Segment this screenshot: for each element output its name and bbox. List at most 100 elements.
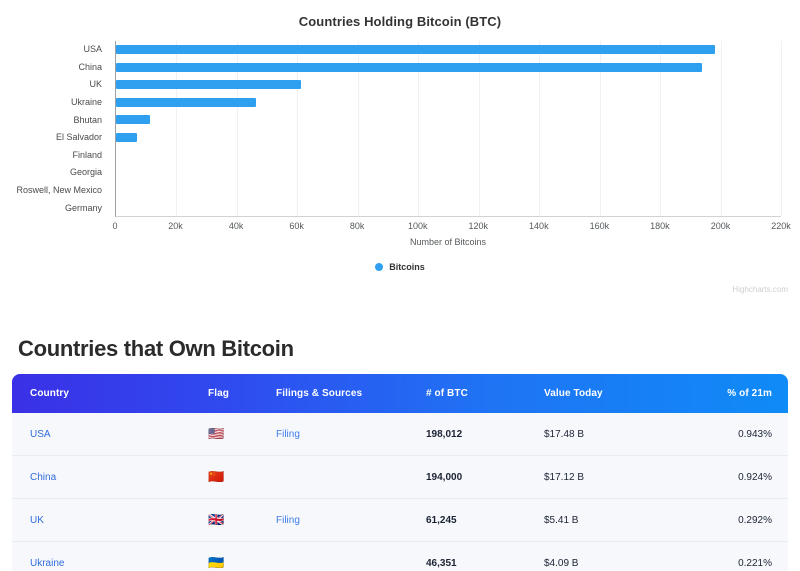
cell-value-today: $5.41 B: [544, 514, 579, 526]
column-header-value[interactable]: Value Today: [544, 388, 603, 399]
chart-gridline: [781, 41, 782, 216]
chart-gridline: [357, 41, 359, 216]
chart-y-label: Finland: [72, 149, 102, 160]
cell-value-today: $4.09 B: [544, 557, 579, 569]
chart-gridline: [599, 41, 601, 216]
chart-x-tick: 180k: [650, 221, 670, 231]
chart-bar[interactable]: [116, 132, 138, 142]
flag-icon: 🇺🇦: [208, 555, 225, 570]
column-header-btc[interactable]: # of BTC: [426, 388, 468, 399]
column-header-flag[interactable]: Flag: [208, 388, 229, 399]
cell-value-today: $17.48 B: [544, 428, 585, 440]
chart-legend[interactable]: Bitcoins: [0, 262, 800, 272]
table-card: Country Flag Filings & Sources # of BTC …: [12, 374, 788, 571]
cell-country: China: [12, 456, 208, 499]
chart-gridline: [720, 41, 722, 216]
chart-plot-wrapper: USA China UK Ukraine Bhutan El Salvador Finlan…: [0, 41, 800, 247]
country-link[interactable]: China: [30, 471, 57, 483]
chart-x-tick: 60k: [289, 221, 304, 231]
chart-bars: [116, 41, 781, 216]
flag-icon: 🇺🇸: [208, 426, 225, 441]
country-link[interactable]: USA: [30, 428, 51, 440]
cell-btc-count: 198,012: [426, 428, 463, 440]
chart-gridlines: [116, 41, 782, 216]
chart-y-axis-labels: USA China UK Ukraine Bhutan El Salvador Finlan…: [0, 41, 108, 217]
chart-title: Countries Holding Bitcoin (BTC): [298, 14, 502, 29]
cell-filings: [276, 456, 426, 499]
chart-x-tick: 200k: [710, 221, 731, 231]
chart-bar-row: [116, 111, 781, 129]
cell-country: Ukraine: [12, 542, 208, 571]
flag-icon: 🇨🇳: [208, 469, 225, 484]
country-link[interactable]: Ukraine: [30, 557, 65, 569]
cell-percent-of-21m: 0.924%: [738, 471, 772, 483]
table-row: USA 🇺🇸 Filing 198,012 $17.48 B 0.943%: [12, 413, 788, 456]
countries-bitcoin-table: Country Flag Filings & Sources # of BTC …: [12, 374, 788, 571]
cell-country: UK: [12, 499, 208, 542]
chart-y-label: USA: [83, 44, 102, 55]
chart-bar-row: [116, 181, 781, 199]
cell-filings: Filing: [276, 499, 426, 542]
cell-percent-of-21m: 0.292%: [738, 514, 772, 526]
chart-x-tick: 100k: [407, 221, 428, 231]
chart-gridline: [660, 41, 662, 216]
chart-bar-row: [116, 199, 781, 217]
chart-x-tick: 140k: [529, 221, 549, 231]
filing-link[interactable]: Filing: [276, 514, 300, 526]
chart-bar-row: [116, 146, 781, 164]
legend-item-bitcoins[interactable]: Bitcoins: [389, 262, 425, 272]
chart-bar-row: [116, 164, 781, 182]
chart-gridline: [478, 41, 480, 216]
table-header-row: Country Flag Filings & Sources # of BTC …: [12, 374, 788, 413]
chart-x-axis-title: Number of Bitcoins: [409, 237, 487, 247]
chart-gridline: [418, 41, 420, 216]
table-row: UK 🇬🇧 Filing 61,245 $5.41 B 0.292%: [12, 498, 788, 542]
cell-btc-count: 61,245: [426, 514, 457, 526]
cell-btc-count: 194,000: [426, 471, 463, 483]
chart-bar-row: [116, 129, 781, 147]
chart-y-label: Ukraine: [70, 97, 102, 108]
table-row: China 🇨🇳 194,000 $17.12 B 0.924%: [12, 455, 788, 499]
cell-filings: Filing: [276, 413, 426, 456]
chart-bar-row: [116, 76, 781, 94]
legend-marker-icon: [375, 263, 384, 271]
chart-bar[interactable]: [116, 97, 257, 107]
chart-bar[interactable]: [116, 115, 151, 125]
cell-country: USA: [12, 413, 208, 456]
countries-table-section: Countries that Own Bitcoin Country Flag …: [0, 310, 800, 571]
cell-percent-of-21m: 0.221%: [738, 557, 772, 569]
chart-y-label: Bhutan: [73, 114, 102, 125]
chart-bar[interactable]: [116, 45, 715, 55]
chart-y-label: Georgia: [69, 167, 102, 178]
chart-bar-row: [116, 94, 781, 112]
chart-plot-area: [115, 41, 782, 217]
chart-gridline: [539, 41, 541, 216]
chart-x-tick: 80k: [349, 221, 365, 231]
chart-x-tick: 40k: [228, 221, 244, 231]
cell-percent-of-21m: 0.943%: [738, 428, 772, 440]
chart-x-tick: 20k: [168, 221, 183, 231]
country-link[interactable]: UK: [30, 514, 44, 526]
column-header-pct[interactable]: % of 21m: [727, 388, 772, 399]
chart-bar-row: [116, 41, 781, 59]
chart-x-tick: 160k: [589, 221, 610, 231]
flag-icon: 🇬🇧: [208, 512, 225, 527]
chart-y-label: Roswell, New Mexico: [16, 185, 102, 196]
chart-bar[interactable]: [116, 62, 703, 72]
filing-link[interactable]: Filing: [276, 428, 300, 440]
chart-x-tick: 0: [112, 221, 118, 231]
table-header: Country Flag Filings & Sources # of BTC …: [12, 374, 788, 413]
table-row: Ukraine 🇺🇦 46,351 $4.09 B 0.221%: [12, 541, 788, 571]
chart-gridline: [176, 41, 178, 216]
cell-btc-count: 46,351: [426, 557, 457, 569]
chart-x-tick: 220k: [771, 221, 791, 231]
column-header-country[interactable]: Country: [30, 388, 70, 399]
cell-value-today: $17.12 B: [544, 471, 585, 483]
highcharts-credit[interactable]: Highcharts.com: [732, 285, 788, 294]
column-header-filings[interactable]: Filings & Sources: [276, 388, 363, 399]
chart-bar[interactable]: [116, 80, 302, 90]
chart-y-label: El Salvador: [55, 132, 102, 143]
chart-x-tick: 120k: [468, 221, 489, 231]
table-body: USA 🇺🇸 Filing 198,012 $17.48 B 0.943% China 🇨🇳 1…: [12, 413, 788, 571]
